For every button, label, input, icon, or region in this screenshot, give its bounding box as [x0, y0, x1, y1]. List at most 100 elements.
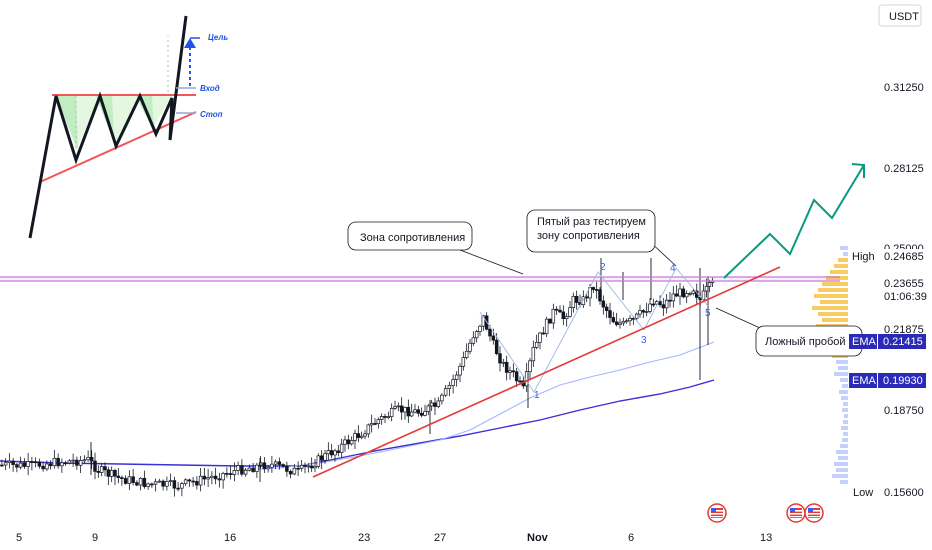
callout-resistance-zone[interactable]: Зона сопротивления [347, 221, 524, 275]
candle-body [544, 318, 549, 335]
callout-false-breakout[interactable]: Ложный пробой [715, 307, 863, 357]
candle-body [67, 460, 72, 464]
indicator-lines [0, 341, 715, 471]
candle-body [447, 385, 452, 389]
volume-profile-bar [842, 384, 848, 388]
x-tick-2: 16 [224, 532, 236, 544]
candle-body [508, 370, 512, 373]
candle-body [18, 462, 23, 468]
candle-body [614, 321, 619, 325]
low-value-bg [880, 485, 926, 500]
candle-body [491, 335, 496, 341]
candle-body [464, 350, 469, 358]
candle-body [210, 475, 214, 478]
candle-body [644, 311, 649, 313]
candle-body [548, 318, 552, 324]
scheme-stop-label: Стоп [200, 110, 223, 119]
x-tick-4: 27 [434, 532, 446, 544]
candle-body [3, 462, 8, 466]
candle-body [82, 459, 87, 462]
volume-profile-bar [826, 276, 848, 280]
scheme-price-path [28, 15, 188, 239]
price-scale[interactable]: USDT 0.31250 0.28125 0.25000 0.21875 0.1… [848, 0, 932, 524]
high-value-bg [880, 249, 926, 264]
candle-body [366, 424, 371, 435]
callout-fifth-test[interactable]: Пятый раз тестируем зону сопротивления [526, 209, 677, 267]
currency-badge[interactable] [878, 4, 922, 27]
candle-body [48, 463, 53, 467]
candle-body [684, 293, 689, 298]
candle-body [292, 467, 297, 475]
candle-body [628, 317, 632, 322]
candle-body [228, 473, 233, 475]
ema-slow-label: EMA [852, 375, 877, 387]
volume-profile-bar [834, 264, 848, 268]
candle-body [429, 402, 434, 407]
volume-profile-bar [844, 414, 848, 418]
wave-label-3: 3 [641, 335, 647, 346]
time-scale[interactable]: 5 9 16 23 27 Nov 6 13 [16, 532, 772, 544]
candle-body [664, 299, 669, 309]
candle-body [461, 357, 466, 367]
candle-body [116, 475, 121, 478]
high-label-bg [849, 249, 879, 264]
candle-body [41, 465, 45, 470]
y-tick-0: 0.31250 [884, 82, 924, 94]
volume-profile-bar [838, 366, 848, 370]
candle-body [681, 288, 686, 298]
wave-zigzag [479, 267, 709, 393]
candle-body [183, 479, 188, 484]
candle-body [440, 394, 444, 402]
candle-body [601, 300, 606, 308]
us-event-icon[interactable] [707, 503, 727, 523]
volume-profile-bar [841, 426, 848, 430]
ema-fast-tag [849, 334, 877, 349]
candle-body [299, 464, 304, 469]
candle-body [481, 315, 486, 327]
candle-body [247, 467, 252, 471]
ema-fast-label: EMA [852, 336, 877, 348]
candle-body [202, 475, 207, 480]
candle-body [138, 477, 143, 486]
low-label-bg [849, 485, 877, 500]
scheme-entry-label: Вход [200, 84, 220, 93]
candle-body [176, 487, 180, 490]
candle-body [266, 466, 270, 470]
candle-body [386, 416, 391, 418]
candle-body [538, 332, 542, 343]
volume-profile-bar [822, 318, 848, 322]
candle-body [99, 466, 104, 473]
candle-body [161, 480, 165, 487]
candle-body [180, 483, 184, 489]
candle-body [594, 289, 599, 291]
ema-slow-value-bg [878, 373, 926, 388]
candle-body [339, 443, 344, 453]
resistance-zone [0, 277, 840, 281]
projection-arrowhead [851, 163, 865, 178]
x-tick-3: 23 [358, 532, 370, 544]
volume-profile [812, 246, 848, 484]
ema-fast-value-bg [878, 334, 926, 349]
us-event-icon[interactable] [786, 503, 806, 523]
high-label: High [852, 251, 875, 263]
us-event-icon[interactable] [804, 503, 824, 523]
candle-body [591, 287, 596, 290]
candle-body [531, 347, 536, 362]
candle-body [26, 461, 30, 467]
candle-body [187, 479, 192, 482]
candle-body [168, 480, 173, 482]
callout-resistance-zone-text: Зона сопротивления [360, 232, 465, 244]
candle-body [406, 406, 411, 417]
volume-profile-bar [841, 396, 848, 400]
volume-profile-bar [843, 420, 848, 424]
ema-slow-value: 0.19930 [883, 375, 923, 387]
candle-body [651, 303, 656, 306]
candle-body [541, 332, 546, 335]
candle-body [306, 465, 311, 468]
candle-body [63, 462, 68, 465]
x-tick-5: Nov [527, 532, 549, 544]
candle-body [86, 457, 90, 461]
drawings [0, 163, 865, 478]
candle-body [120, 477, 124, 479]
